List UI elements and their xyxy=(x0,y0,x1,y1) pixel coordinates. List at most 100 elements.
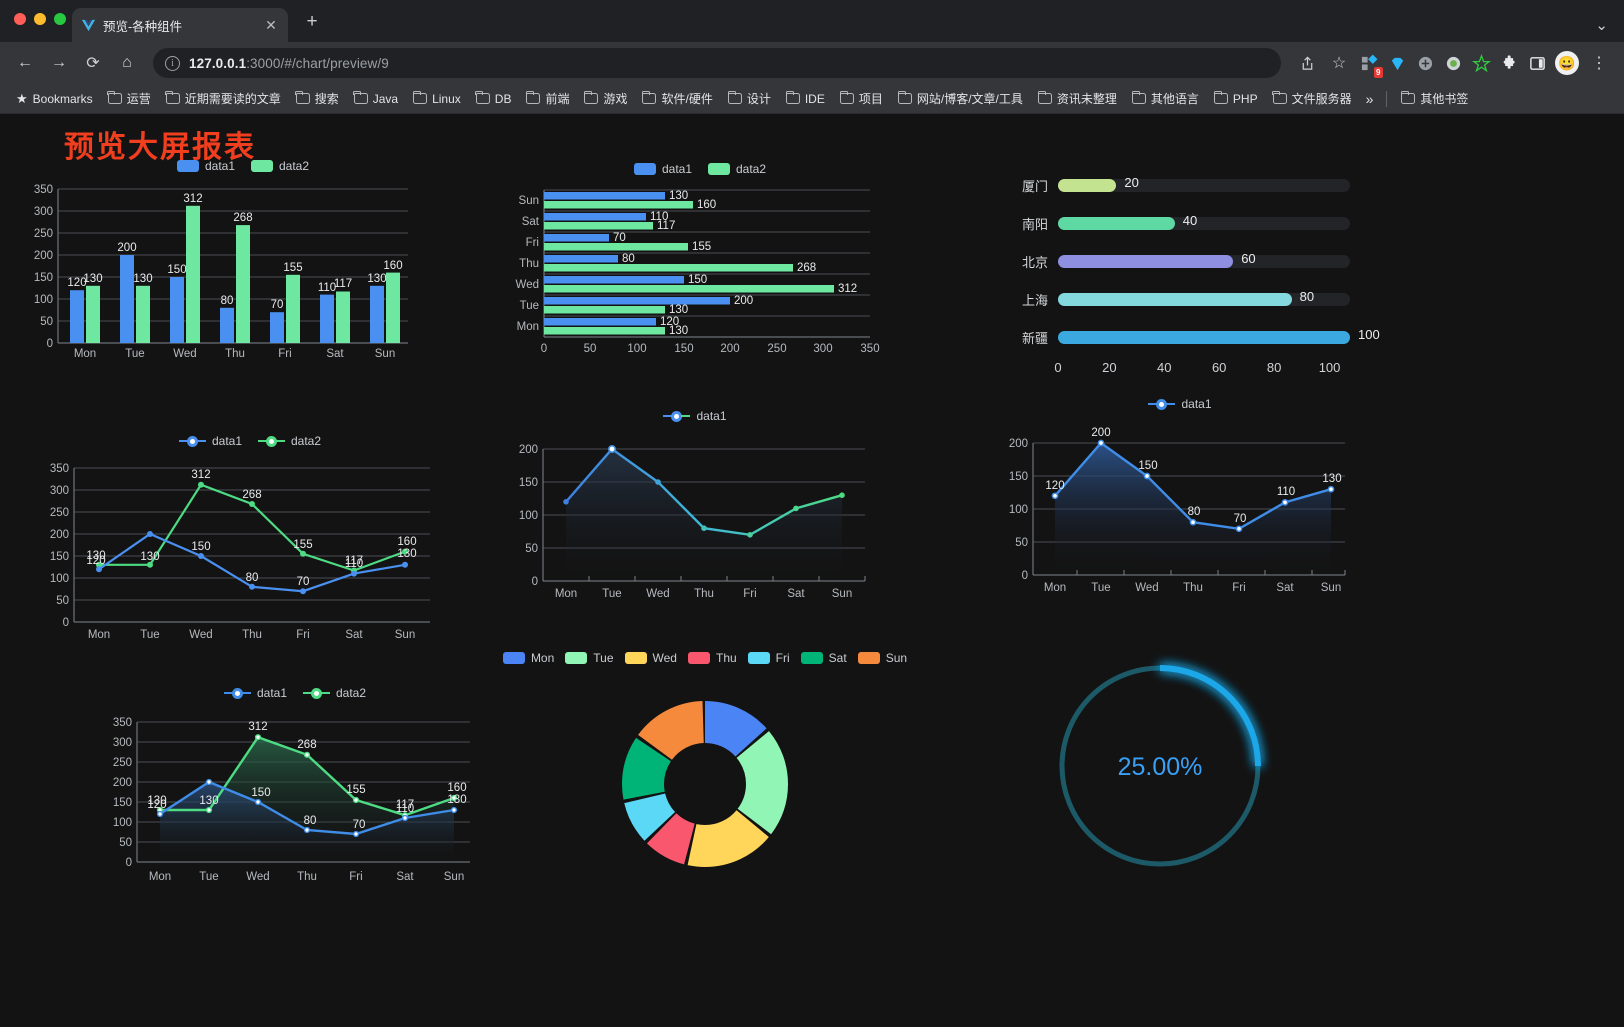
bookmark-folder[interactable]: 软件/硬件 xyxy=(636,87,718,110)
extension-icon-green-star[interactable] xyxy=(1468,50,1494,76)
tab-strip: 预览-各种组件 ✕ + ⌄ xyxy=(0,0,1624,42)
bookmark-folder[interactable]: Java xyxy=(348,89,404,109)
legend-marker-data2 xyxy=(303,687,330,699)
bookmark-folder[interactable]: 其他语言 xyxy=(1126,87,1205,110)
forward-button[interactable]: → xyxy=(51,54,67,71)
bookmark-label: 前端 xyxy=(545,92,570,106)
other-bookmarks-folder[interactable]: 其他书签 xyxy=(1395,87,1474,110)
bookmark-folder[interactable]: DB xyxy=(470,89,518,109)
legend-item[interactable]: data2 xyxy=(303,686,366,700)
xtick: 40 xyxy=(1157,360,1172,375)
xtick: Thu xyxy=(297,871,317,883)
svg-text:350: 350 xyxy=(113,717,132,729)
bookmarks-root-item[interactable]: ★ Bookmarks xyxy=(10,88,99,110)
bookmark-folder[interactable]: IDE xyxy=(780,89,831,109)
close-window-button[interactable] xyxy=(14,13,26,25)
svg-text:80: 80 xyxy=(221,295,234,307)
reload-button[interactable]: ⟳ xyxy=(86,55,100,72)
extension-icon-1[interactable]: 9 xyxy=(1356,50,1383,78)
legend-item[interactable]: Tue xyxy=(565,651,614,665)
bookmark-folder[interactable]: 文件服务器 xyxy=(1267,87,1358,110)
svg-text:150: 150 xyxy=(1009,471,1028,483)
legend-item[interactable]: Sat xyxy=(800,651,847,665)
donut-slice-sat[interactable] xyxy=(622,701,788,867)
bookmark-folder[interactable]: 运营 xyxy=(102,87,157,110)
page-title: 预览大屏报表 xyxy=(64,131,256,164)
side-panel-icon[interactable] xyxy=(1524,50,1550,76)
donut-slice-wed[interactable] xyxy=(622,701,788,867)
bookmark-folder[interactable]: 资讯未整理 xyxy=(1032,87,1123,110)
progress-track[interactable]: 20 xyxy=(1058,175,1350,192)
legend-item[interactable]: Thu xyxy=(687,651,737,665)
extension-icon-diamond[interactable] xyxy=(1384,50,1410,76)
minimize-window-button[interactable] xyxy=(34,13,46,25)
legend-item[interactable]: Mon xyxy=(502,651,554,665)
progress-track[interactable]: 40 xyxy=(1058,213,1350,230)
bookmark-label: PHP xyxy=(1232,91,1258,106)
xtick: Tue xyxy=(1091,582,1110,594)
extension-icon-green-dot[interactable] xyxy=(1440,50,1466,76)
bookmark-folder[interactable]: 项目 xyxy=(834,87,889,110)
svg-text:70: 70 xyxy=(353,819,366,831)
svg-text:70: 70 xyxy=(613,232,626,244)
bookmarks-overflow-button[interactable]: » xyxy=(1365,90,1374,107)
legend-item[interactable]: data1 xyxy=(663,409,727,423)
extension-icon-gray-circle[interactable] xyxy=(1412,50,1438,76)
bookmark-folder[interactable]: 网站/博客/文章/工具 xyxy=(892,87,1029,110)
close-tab-button[interactable]: ✕ xyxy=(265,17,277,33)
bookmark-folder[interactable]: 游戏 xyxy=(578,87,633,110)
legend-item[interactable]: data1 xyxy=(633,162,692,176)
legend-item[interactable]: data1 xyxy=(1148,397,1212,411)
extensions-puzzle-icon[interactable] xyxy=(1496,50,1522,76)
browser-menu-button[interactable]: ⋮ xyxy=(1591,55,1607,72)
bookmark-folder[interactable]: 设计 xyxy=(722,87,777,110)
svg-text:150: 150 xyxy=(1138,460,1157,472)
new-tab-button[interactable]: + xyxy=(306,11,318,32)
svg-text:250: 250 xyxy=(34,228,53,240)
progress-track[interactable]: 80 xyxy=(1058,289,1350,306)
chevron-down-icon[interactable]: ⌄ xyxy=(1595,17,1608,34)
legend-label: Sun xyxy=(885,651,908,665)
profile-avatar[interactable]: 😀 xyxy=(1552,48,1582,78)
progress-value: 80 xyxy=(1299,288,1315,304)
legend-item[interactable]: Wed xyxy=(624,651,677,665)
progress-track[interactable]: 100 xyxy=(1058,327,1380,344)
donut-slice-mon[interactable] xyxy=(622,701,788,867)
legend-item[interactable]: data1 xyxy=(176,159,235,173)
bookmark-folder[interactable]: 搜索 xyxy=(290,87,345,110)
donut-slice-tue[interactable] xyxy=(622,701,788,867)
folder-icon xyxy=(1213,90,1228,104)
browser-tab[interactable]: 预览-各种组件 ✕ xyxy=(72,8,288,42)
xtick: 100 xyxy=(627,343,646,355)
xtick: Mon xyxy=(1044,582,1066,594)
home-button[interactable]: ⌂ xyxy=(122,54,132,71)
share-icon[interactable] xyxy=(1292,48,1322,78)
bookmark-folder[interactable]: 近期需要读的文章 xyxy=(160,87,287,110)
legend-item[interactable]: data1 xyxy=(223,686,287,700)
legend-item[interactable]: data1 xyxy=(178,434,242,448)
legend-item[interactable]: data2 xyxy=(258,434,321,448)
legend-item[interactable]: data2 xyxy=(708,162,766,176)
bookmark-folder[interactable]: 前端 xyxy=(520,87,575,110)
address-bar[interactable]: i 127.0.0.1:3000/#/chart/preview/9 xyxy=(153,48,1281,78)
bookmark-folder[interactable]: PHP xyxy=(1208,89,1264,109)
xtick: Fri xyxy=(278,348,291,360)
progress-label: 新疆 xyxy=(1021,330,1048,346)
legend-label: data1 xyxy=(661,162,692,176)
bookmarks-divider xyxy=(1386,90,1388,107)
site-info-icon[interactable]: i xyxy=(165,55,180,71)
progress-label: 上海 xyxy=(1021,292,1048,308)
xtick: 80 xyxy=(1266,360,1282,375)
ytick: Thu xyxy=(519,258,539,270)
legend-item[interactable]: data2 xyxy=(251,159,309,173)
svg-text:250: 250 xyxy=(113,757,132,769)
maximize-window-button[interactable] xyxy=(54,13,66,25)
svg-text:100: 100 xyxy=(34,294,53,306)
back-button[interactable]: ← xyxy=(17,54,33,71)
bookmark-folder[interactable]: Linux xyxy=(407,89,467,109)
legend-item[interactable]: Fri xyxy=(747,651,790,665)
legend-item[interactable]: Sun xyxy=(857,651,908,665)
bookmark-star-icon[interactable]: ☆ xyxy=(1331,55,1347,72)
progress-track[interactable]: 60 xyxy=(1058,251,1350,268)
bookmark-label: 资讯未整理 xyxy=(1056,92,1117,106)
